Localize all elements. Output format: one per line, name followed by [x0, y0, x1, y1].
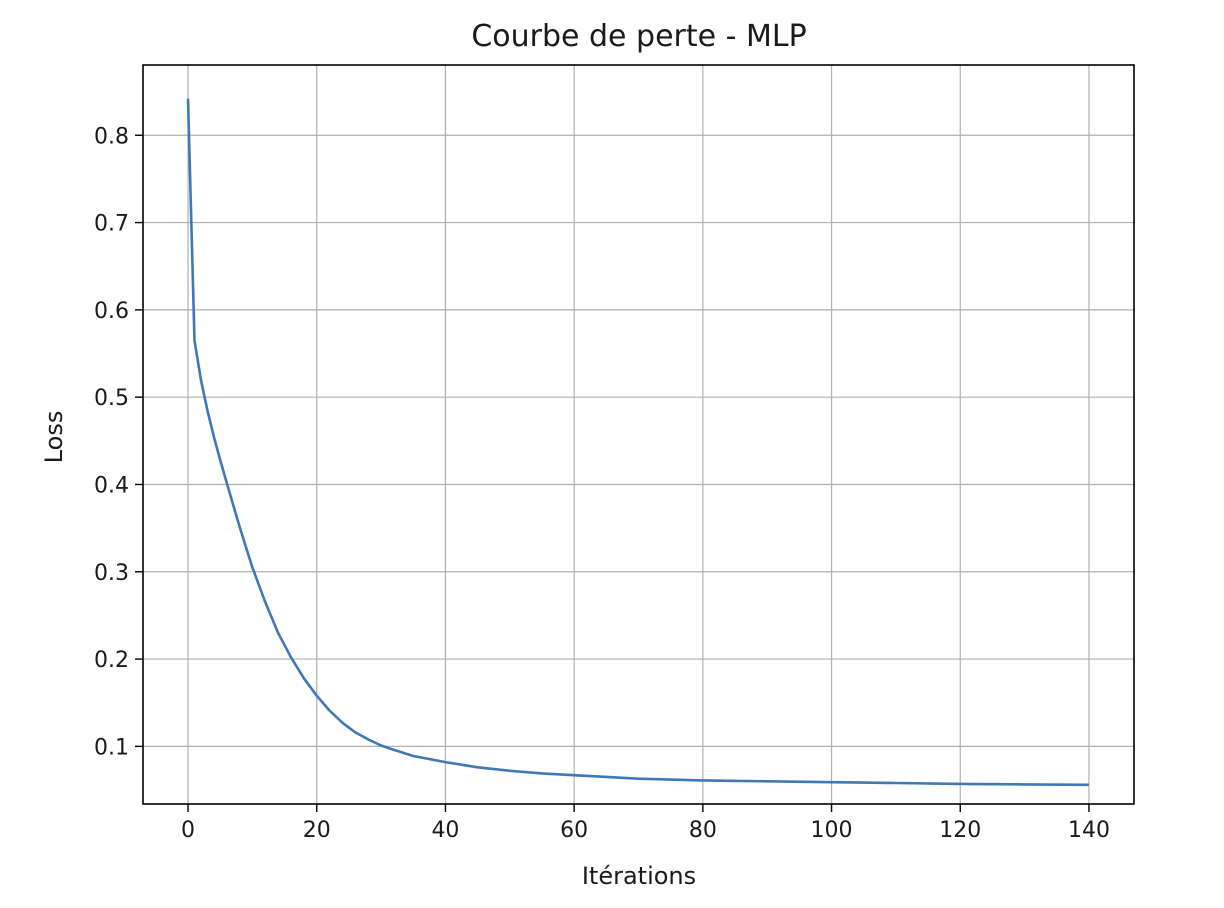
- y-axis-label: Loss: [40, 411, 68, 464]
- x-tick-label: 120: [939, 818, 981, 843]
- y-tick-label: 0.7: [94, 212, 129, 237]
- y-tick-label: 0.5: [94, 386, 129, 411]
- y-tick-label: 0.3: [94, 561, 129, 586]
- x-tick-label: 40: [431, 818, 459, 843]
- x-axis-label: Itérations: [582, 862, 696, 890]
- y-tick-label: 0.8: [94, 124, 129, 149]
- x-tick-label: 100: [811, 818, 853, 843]
- plot-frame: [142, 64, 1135, 805]
- chart-title: Courbe de perte - MLP: [471, 19, 806, 54]
- y-tick-label: 0.6: [94, 299, 129, 324]
- x-tick-label: 0: [181, 818, 195, 843]
- x-tick-label: 60: [560, 818, 588, 843]
- y-tick-label: 0.1: [94, 735, 129, 760]
- x-tick-label: 80: [689, 818, 717, 843]
- y-tick-label: 0.4: [94, 473, 129, 498]
- y-tick-label: 0.2: [94, 648, 129, 673]
- loss-series-line: [186, 98, 1090, 787]
- ticks-layer: 0 20 40 60 80 100 120 140 0.1 0.2 0.3 0.4 0.5 0.6 0.7 0…: [94, 124, 1110, 843]
- x-tick-label: 140: [1068, 818, 1110, 843]
- x-tick-label: 20: [303, 818, 331, 843]
- grid-lines: [143, 65, 1134, 804]
- series-layer: [186, 98, 1090, 787]
